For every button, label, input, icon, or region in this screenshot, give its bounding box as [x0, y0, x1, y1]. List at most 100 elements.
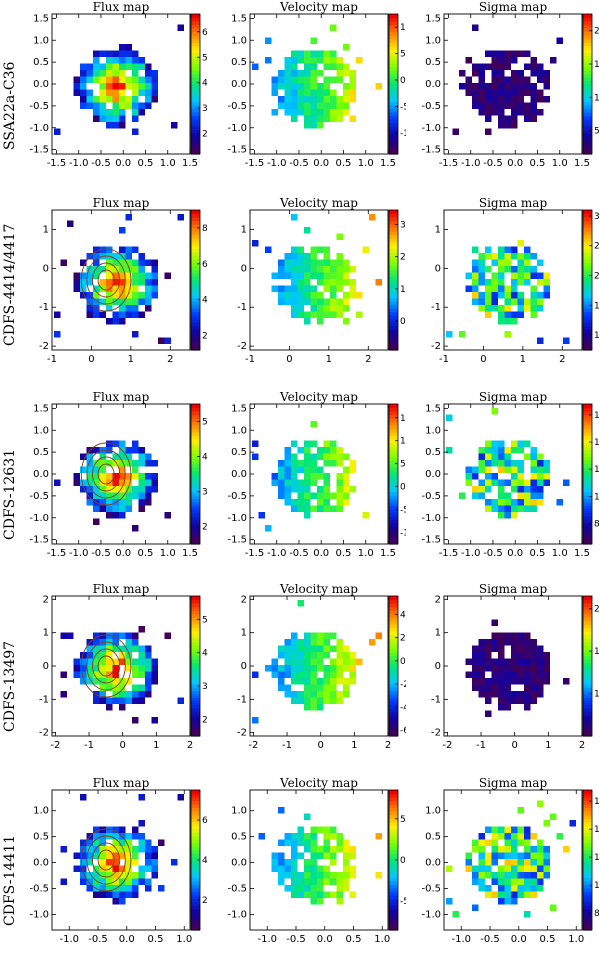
map-pixel	[524, 691, 531, 698]
map-pixel	[310, 292, 317, 299]
map-pixel	[323, 697, 330, 704]
colorbar-step	[389, 793, 398, 798]
map-pixel	[297, 292, 304, 299]
colorbar-step	[583, 814, 592, 819]
map-pixel	[491, 872, 498, 879]
map-pixel	[537, 453, 544, 460]
map-pixel	[537, 645, 544, 652]
axes-frame	[51, 209, 191, 351]
map-pixel	[112, 658, 119, 665]
map-pixel	[530, 453, 537, 460]
map-pixel	[145, 678, 152, 685]
map-pixel	[132, 285, 139, 292]
map-pixel	[498, 466, 505, 473]
colorbar-step	[389, 227, 398, 232]
panel-title: Flux map	[93, 582, 150, 596]
map-pixel	[112, 453, 119, 460]
map-pixel	[517, 499, 524, 506]
colorbar-step	[389, 105, 398, 110]
y-tick-label: -1.0	[421, 513, 441, 524]
map-pixel	[278, 466, 285, 473]
map-pixel	[112, 89, 119, 96]
map-pixel	[304, 691, 311, 698]
map-pixel	[119, 305, 126, 312]
map-pixel	[151, 460, 158, 467]
colorbar-step	[389, 425, 398, 430]
map-pixel	[106, 697, 113, 704]
map-pixel	[317, 89, 324, 96]
map-pixel	[119, 279, 126, 286]
map-pixel	[145, 63, 152, 70]
colorbar-tick-label: 0	[400, 856, 406, 866]
y-tick-label: 0.0	[33, 858, 49, 869]
map-pixel	[336, 447, 343, 454]
colorbar-step	[583, 297, 592, 302]
map-pixel	[491, 305, 498, 312]
map-pixel	[530, 311, 537, 318]
x-tick-label: -1	[84, 740, 94, 751]
map-pixel	[86, 486, 93, 493]
colorbar-step	[389, 481, 398, 486]
map-pixel	[80, 76, 87, 83]
y-tick-label: -0.5	[421, 884, 441, 895]
map-pixel	[99, 859, 106, 866]
map-pixel	[132, 305, 139, 312]
map-pixel	[112, 833, 119, 840]
colorbar-step	[389, 56, 398, 61]
map-pixel	[304, 645, 311, 652]
colorbar-step	[191, 231, 200, 236]
colorbar-step	[583, 610, 592, 615]
x-tick-label: -2	[442, 740, 452, 751]
map-pixel	[511, 859, 518, 866]
map-pixel	[511, 285, 518, 292]
map-pixel	[446, 414, 453, 421]
colorbar-tick-label: 250	[594, 242, 600, 252]
colorbar-step	[191, 498, 200, 503]
map-pixel	[106, 440, 113, 447]
map-pixel	[304, 279, 311, 286]
map-pixel	[498, 479, 505, 486]
map-pixel	[336, 839, 343, 846]
colorbar-tick-label: 300	[400, 220, 406, 230]
x-tick-label: 0.0	[115, 158, 131, 169]
map-pixel	[511, 122, 518, 129]
colorbar-step	[389, 442, 398, 447]
map-pixel	[310, 460, 317, 467]
map-pixel	[349, 460, 356, 467]
map-pixel	[119, 50, 126, 57]
map-pixel	[524, 505, 531, 512]
map-pixel	[530, 473, 537, 480]
map-pixel	[132, 826, 139, 833]
map-pixel	[278, 859, 285, 866]
map-pixel	[138, 846, 145, 853]
map-pixel	[284, 109, 291, 116]
map-pixel	[291, 846, 298, 853]
map-pixel	[291, 311, 298, 318]
map-pixel	[543, 473, 550, 480]
row-label: CDFS-12631	[2, 448, 18, 540]
map-pixel	[524, 826, 531, 833]
colorbar-step	[389, 136, 398, 141]
panel-title: Sigma map	[479, 776, 548, 790]
map-pixel	[151, 479, 158, 486]
map-pixel	[291, 279, 298, 286]
flux-contours	[80, 828, 132, 892]
map-pixel	[349, 865, 356, 872]
map-pixel	[297, 272, 304, 279]
map-pixel	[343, 846, 350, 853]
map-pixel	[317, 311, 324, 318]
map-pixel	[485, 115, 492, 122]
map-pixel	[472, 89, 479, 96]
y-tick-label: 0.5	[231, 447, 247, 458]
map-pixel	[99, 499, 106, 506]
map-pixel	[317, 652, 324, 659]
map-pixel	[343, 266, 350, 273]
map-pixel	[459, 331, 466, 338]
colorbar-tick-label: 100	[400, 285, 406, 295]
map-pixel	[132, 63, 139, 70]
colorbar-step	[583, 273, 592, 278]
map-pixel	[297, 266, 304, 273]
x-tick-label: 1.0	[358, 158, 374, 169]
map-pixel	[119, 122, 126, 129]
map-pixel	[138, 872, 145, 879]
